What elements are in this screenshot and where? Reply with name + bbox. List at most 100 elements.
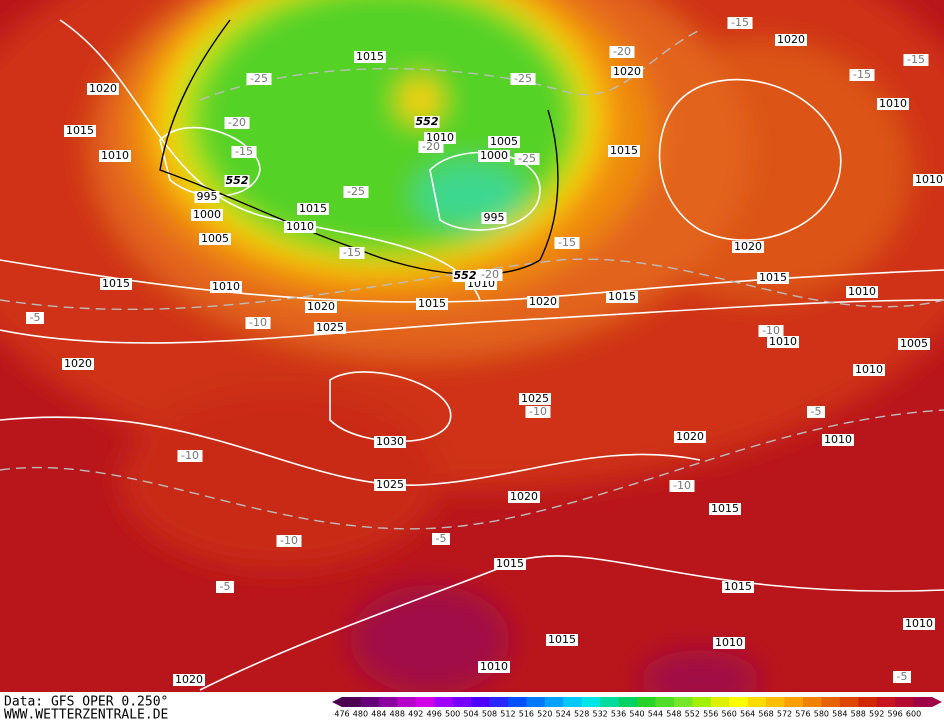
colorbar-swatch bbox=[452, 697, 472, 707]
temperature-label: -5 bbox=[811, 405, 822, 418]
height-label-box bbox=[452, 270, 478, 282]
colorbar-swatch bbox=[526, 697, 546, 707]
isobar-label-box bbox=[494, 558, 526, 570]
isobar-label-box bbox=[606, 291, 638, 303]
isobar-label: 995 bbox=[484, 211, 505, 224]
temperature-label-box bbox=[216, 581, 234, 593]
colorbar-swatch bbox=[581, 697, 601, 707]
colorbar-label: 488 bbox=[390, 710, 405, 719]
isobar-label: 1005 bbox=[900, 337, 928, 350]
colorbar-label: 564 bbox=[740, 710, 755, 719]
colorbar-label: 520 bbox=[537, 710, 552, 719]
isobar-label: 1015 bbox=[610, 144, 638, 157]
isobar-label: 995 bbox=[197, 190, 218, 203]
temperature-label-box bbox=[525, 406, 551, 418]
colorbar-swatch bbox=[434, 697, 454, 707]
isobar-label: 1010 bbox=[212, 280, 240, 293]
height-label: 552 bbox=[226, 174, 249, 187]
temperature-label: -5 bbox=[897, 670, 908, 683]
colorbar-swatch bbox=[858, 697, 878, 707]
temperature-label-box bbox=[903, 54, 929, 66]
isobar-label: 1015 bbox=[102, 277, 130, 290]
temperature-label: -10 bbox=[249, 316, 267, 329]
isobar-label-box bbox=[478, 661, 510, 673]
temperature-label: -15 bbox=[907, 53, 925, 66]
colorbar-label: 512 bbox=[500, 710, 515, 719]
isobar-label-box bbox=[846, 286, 878, 298]
isobar-label-box bbox=[519, 393, 551, 405]
isobar-label: 1020 bbox=[613, 65, 641, 78]
isobar-label-box bbox=[527, 296, 559, 308]
isobar-label: 1020 bbox=[175, 673, 203, 686]
colorbar-label: 492 bbox=[408, 710, 423, 719]
isobar-label-box bbox=[374, 436, 406, 448]
colorbar-swatch bbox=[637, 697, 656, 707]
isobar-label: 1010 bbox=[915, 173, 943, 186]
isobar-label: 1015 bbox=[724, 580, 752, 593]
isobar-label-box bbox=[87, 83, 119, 95]
isobar-label: 1015 bbox=[548, 633, 576, 646]
isobar-label-box bbox=[62, 358, 94, 370]
colorbar-label: 588 bbox=[851, 710, 866, 719]
isobar-label: 1020 bbox=[734, 240, 762, 253]
isobar-label: 1005 bbox=[490, 135, 518, 148]
isobar-label-box bbox=[508, 491, 540, 503]
colorbar-swatch bbox=[489, 697, 509, 707]
isobar-label: 1015 bbox=[711, 502, 739, 515]
temperature-label-box bbox=[477, 269, 503, 281]
temperature-label-box bbox=[177, 450, 203, 462]
colorbar-swatch bbox=[692, 697, 712, 707]
isobar-label-box bbox=[297, 203, 329, 215]
isobar-label-box bbox=[488, 136, 520, 148]
colorbar-swatch bbox=[913, 697, 933, 707]
isobar-label: 1010 bbox=[824, 433, 852, 446]
isobar-label: 1010 bbox=[426, 131, 454, 144]
colorbar-label: 500 bbox=[445, 710, 460, 719]
data-source: Data: GFS OPER 0.250° bbox=[4, 695, 168, 710]
colorbar-swatch bbox=[544, 697, 564, 707]
temperature-label-box bbox=[669, 480, 695, 492]
isobar-label-box bbox=[191, 209, 223, 221]
isobar-label: 1025 bbox=[376, 478, 404, 491]
temperature-label-box bbox=[246, 73, 272, 85]
isobar-label: 1010 bbox=[101, 149, 129, 162]
isobar-label-box bbox=[775, 34, 807, 46]
isobar-label: 1020 bbox=[777, 33, 805, 46]
colorbar-label: 508 bbox=[482, 710, 497, 719]
temperature-label: -5 bbox=[220, 580, 231, 593]
isobar-label: 1010 bbox=[848, 285, 876, 298]
colorbar-label: 536 bbox=[611, 710, 626, 719]
colorbar-swatch bbox=[415, 697, 435, 707]
temperature-label: -20 bbox=[228, 116, 246, 129]
isobar-label: 1010 bbox=[905, 617, 933, 630]
temperature-label-box bbox=[807, 406, 825, 418]
colorbar-swatch bbox=[784, 697, 804, 707]
colorbar-label: 524 bbox=[556, 710, 571, 719]
temperature-label: -25 bbox=[514, 72, 532, 85]
isobar-label-box bbox=[898, 338, 930, 350]
isobar-label: 1020 bbox=[89, 82, 117, 95]
isobar-label-box bbox=[305, 301, 337, 313]
temperature-label-box bbox=[343, 186, 369, 198]
temperature-label: -5 bbox=[30, 311, 41, 324]
isobar-label-box bbox=[713, 637, 745, 649]
isobar-label: 1020 bbox=[510, 490, 538, 503]
temperature-label-box bbox=[224, 117, 250, 129]
temperature-label-box bbox=[231, 146, 257, 158]
isobar-label-box bbox=[354, 51, 386, 63]
temperature-label: -25 bbox=[347, 185, 365, 198]
temperature-label: -20 bbox=[613, 45, 631, 58]
isobar-label: 1015 bbox=[418, 297, 446, 310]
isobar-label-box bbox=[481, 212, 507, 224]
colorbar-label: 528 bbox=[574, 710, 589, 719]
temperature-label-box bbox=[849, 69, 875, 81]
temperature-label: -10 bbox=[673, 479, 691, 492]
isotherms bbox=[0, 29, 944, 530]
height-label: 552 bbox=[454, 269, 477, 282]
isobar-label: 1020 bbox=[307, 300, 335, 313]
isobar-label: 1015 bbox=[66, 124, 94, 137]
colorbar-swatch bbox=[360, 697, 380, 707]
